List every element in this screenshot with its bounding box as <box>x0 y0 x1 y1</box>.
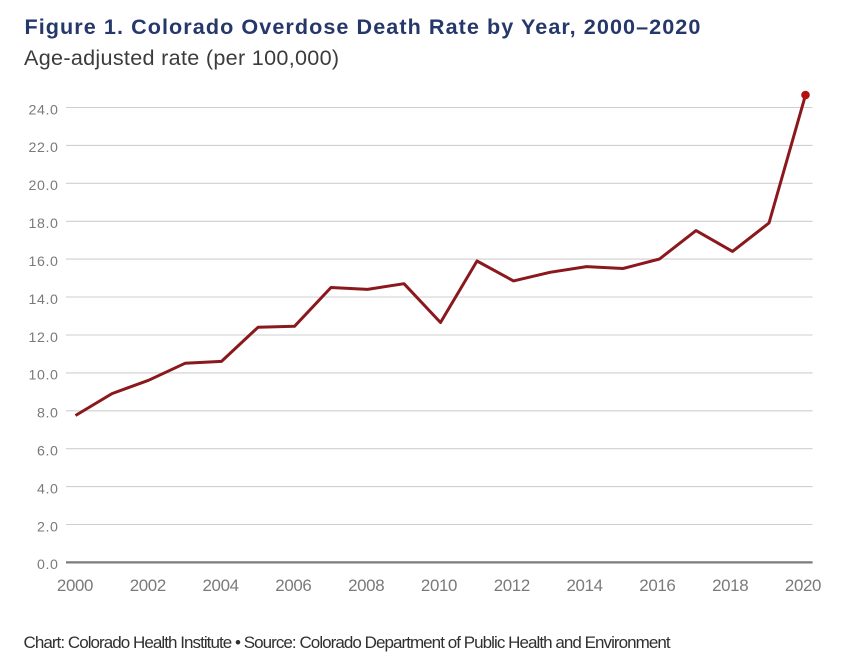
svg-text:2002: 2002 <box>130 576 166 595</box>
svg-text:4.0: 4.0 <box>37 481 59 497</box>
svg-text:2016: 2016 <box>639 576 675 595</box>
svg-text:8.0: 8.0 <box>37 406 59 422</box>
svg-text:2.0: 2.0 <box>37 519 59 535</box>
svg-text:6.0: 6.0 <box>37 444 59 460</box>
svg-text:2018: 2018 <box>712 576 748 595</box>
svg-text:16.0: 16.0 <box>28 254 58 270</box>
svg-text:24.0: 24.0 <box>28 102 58 118</box>
svg-text:14.0: 14.0 <box>28 292 58 308</box>
svg-text:12.0: 12.0 <box>28 330 58 346</box>
svg-text:10.0: 10.0 <box>28 368 58 384</box>
svg-text:20.0: 20.0 <box>28 178 58 194</box>
svg-text:2006: 2006 <box>275 576 311 595</box>
svg-text:22.0: 22.0 <box>28 140 58 156</box>
svg-text:2014: 2014 <box>567 576 603 595</box>
svg-text:18.0: 18.0 <box>28 216 58 232</box>
svg-text:2008: 2008 <box>348 576 384 595</box>
svg-text:2010: 2010 <box>421 576 457 595</box>
svg-text:2020: 2020 <box>785 576 821 595</box>
svg-text:2000: 2000 <box>57 576 93 595</box>
svg-text:0.0: 0.0 <box>37 557 59 573</box>
svg-text:2012: 2012 <box>494 576 530 595</box>
svg-text:2004: 2004 <box>203 576 239 595</box>
